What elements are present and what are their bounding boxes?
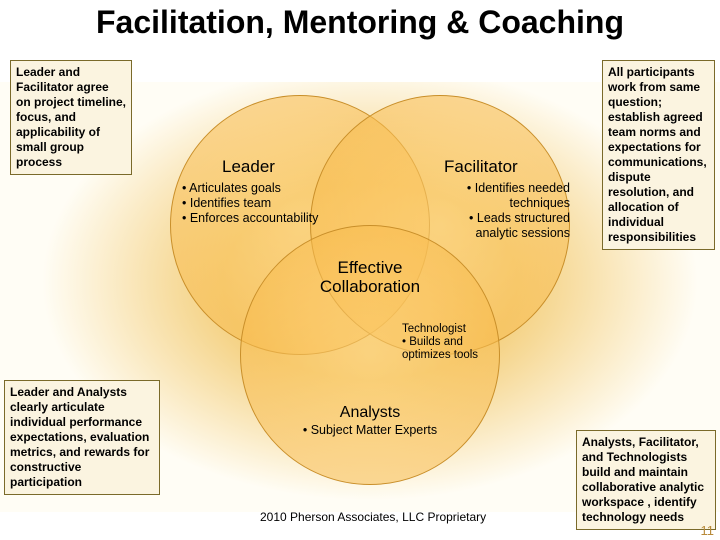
footer-copyright: 2010 Pherson Associates, LLC Proprietary bbox=[260, 510, 486, 524]
note-top-right: All participants work from same question… bbox=[602, 60, 715, 250]
leader-bullets: • Articulates goals • Identifies team • … bbox=[182, 181, 322, 226]
analysts-heading: Analysts bbox=[280, 403, 460, 423]
leader-heading: Leader bbox=[222, 157, 275, 177]
page-title: Facilitation, Mentoring & Coaching bbox=[0, 4, 720, 41]
analysts-block: Analysts • Subject Matter Experts bbox=[280, 403, 460, 439]
note-bottom-left: Leader and Analysts clearly articulate i… bbox=[4, 380, 160, 495]
facilitator-bullets: • Identifies needed techniques • Leads s… bbox=[424, 181, 570, 241]
venn-diagram: Leader • Articulates goals • Identifies … bbox=[170, 95, 570, 495]
note-top-left: Leader and Facilitator agree on project … bbox=[10, 60, 132, 175]
facilitator-heading: Facilitator bbox=[444, 157, 518, 177]
technologist-label: Technologist • Builds and optimizes tool… bbox=[402, 323, 512, 363]
analysts-bullets: • Subject Matter Experts bbox=[280, 423, 460, 439]
venn-center-label: Effective Collaboration bbox=[310, 259, 430, 296]
page-number: 11 bbox=[701, 523, 715, 538]
note-bottom-right: Analysts, Facilitator, and Technologists… bbox=[576, 430, 716, 530]
